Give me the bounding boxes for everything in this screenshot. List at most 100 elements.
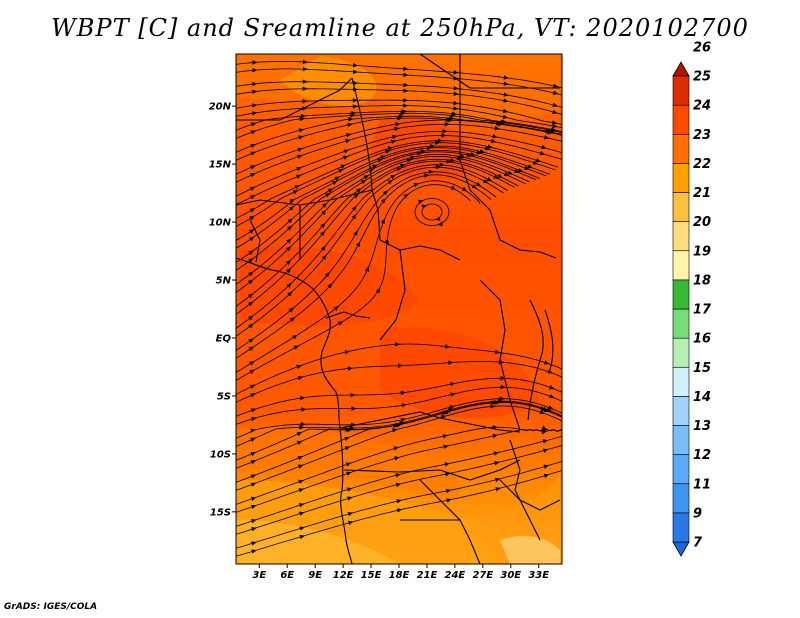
streamline-arrowhead (299, 116, 305, 122)
streamline-arrowhead (420, 149, 426, 154)
streamline-arrowhead (439, 162, 445, 167)
colorbar-label: 16 (693, 332, 711, 347)
colorbar-segment (672, 366, 690, 397)
streamline-arrowhead (300, 113, 306, 119)
colorbar-segment (672, 425, 690, 455)
colorbar-label: 14 (693, 390, 711, 405)
streamline-arrowhead (543, 464, 549, 469)
streamline-arrowhead (298, 128, 305, 133)
streamline-arrowhead (444, 462, 450, 467)
streamline-arrowhead (490, 404, 496, 409)
lon-label: 18E (389, 570, 410, 581)
streamline-arrowhead (333, 305, 339, 311)
streamline-arrowhead (396, 499, 402, 504)
colorbar-label: 11 (693, 477, 711, 492)
streamline-arrowhead (539, 409, 545, 415)
streamline-arrowhead (248, 346, 254, 352)
streamline-arrowhead (460, 154, 466, 159)
streamline-arrowhead (470, 151, 476, 157)
streamline-arrowhead (539, 151, 546, 156)
streamline-arrowhead (397, 116, 403, 121)
streamline-arrowhead (444, 121, 450, 127)
colorbar-label: 17 (693, 303, 712, 318)
streamline-arrowhead (541, 425, 547, 430)
streamline-arrowhead (346, 133, 352, 138)
lon-label: 30E (500, 570, 521, 581)
streamline-arrowhead (380, 218, 385, 224)
streamline-arrowhead (248, 250, 254, 255)
streamline-arrowhead (302, 79, 308, 84)
colorbar-min-arrow (672, 541, 690, 557)
colorbar-segment (672, 104, 690, 135)
streamline-arrowhead (337, 321, 344, 326)
streamline-arrowhead (344, 436, 350, 442)
streamline-arrowhead (500, 375, 506, 381)
streamline-arrowhead (250, 195, 256, 200)
streamline-arrowhead (302, 66, 308, 72)
colorbar-label: 19 (693, 244, 711, 259)
streamline-arrowhead (493, 451, 500, 456)
streamline-arrowhead (450, 392, 456, 397)
streamline-arrowhead (351, 205, 357, 212)
streamline-arrowhead (250, 122, 257, 127)
streamline-arrowhead (250, 504, 257, 510)
streamline-arrowhead (250, 173, 256, 178)
colorbar-segment (672, 483, 690, 514)
streamline-arrowhead (500, 384, 506, 390)
streamline-arrowhead (493, 400, 499, 405)
streamline-arrowhead (392, 423, 399, 429)
streamline-arrowhead (503, 75, 509, 80)
streamline-arrowhead (338, 168, 344, 173)
lat-label: 15S (210, 507, 231, 518)
streamline-arrowhead (413, 182, 420, 188)
lon-label: 24E (445, 570, 466, 581)
streamline-arrowhead (286, 268, 292, 274)
streamline-arrowhead (296, 432, 303, 437)
streamline-arrowhead (410, 155, 416, 160)
streamline-arrowhead (285, 259, 291, 265)
streamline-arrowhead (252, 89, 258, 95)
streamline-arrowhead (416, 151, 423, 156)
streamline-arrowhead (395, 482, 402, 488)
streamline (236, 105, 562, 129)
streamline-arrowhead (352, 98, 358, 103)
colorbar-label: 15 (693, 361, 711, 376)
streamline-arrowhead (353, 193, 359, 199)
streamline-arrowhead (428, 169, 434, 175)
streamline-arrowhead (499, 396, 505, 401)
streamline-arrowhead (252, 103, 258, 108)
streamline-arrowhead (340, 164, 346, 169)
streamline-arrowhead (292, 190, 299, 195)
streamline-arrowhead (292, 334, 298, 340)
lon-label: 3E (252, 570, 266, 581)
streamline-arrowhead (475, 182, 482, 187)
streamline-arrowhead (535, 158, 542, 163)
streamline-arrowhead (543, 473, 550, 478)
streamline-arrowhead (285, 246, 292, 252)
streamline-arrowhead (355, 241, 361, 247)
streamline-arrowhead (332, 180, 338, 186)
streamline-arrowhead (527, 164, 533, 169)
streamline-arrowhead (484, 146, 490, 151)
streamline-arrowhead (348, 117, 354, 122)
streamline-arrowhead (251, 416, 257, 422)
lon-label: 9E (308, 570, 322, 581)
lat-label: 10S (210, 449, 231, 460)
streamline-arrowhead (491, 400, 497, 405)
streamline-arrowhead (517, 168, 524, 173)
streamline-arrowhead (456, 155, 462, 161)
streamline-arrowhead (363, 175, 369, 180)
streamline-arrowhead (346, 471, 352, 476)
streamline-arrowhead (248, 257, 254, 263)
streamline-arrowhead (250, 428, 256, 433)
streamline-arrowhead (543, 360, 550, 365)
colorbar-label: 22 (693, 157, 711, 172)
lat-label: EQ (216, 333, 232, 344)
streamline-arrowhead (250, 151, 256, 156)
streamline-arrowhead (380, 155, 386, 160)
streamline-arrowhead (542, 448, 549, 453)
streamline-arrowhead (449, 157, 456, 163)
streamline-arrowhead (300, 422, 306, 427)
streamline-arrowhead (524, 165, 530, 170)
colorbar-segment (672, 221, 690, 252)
